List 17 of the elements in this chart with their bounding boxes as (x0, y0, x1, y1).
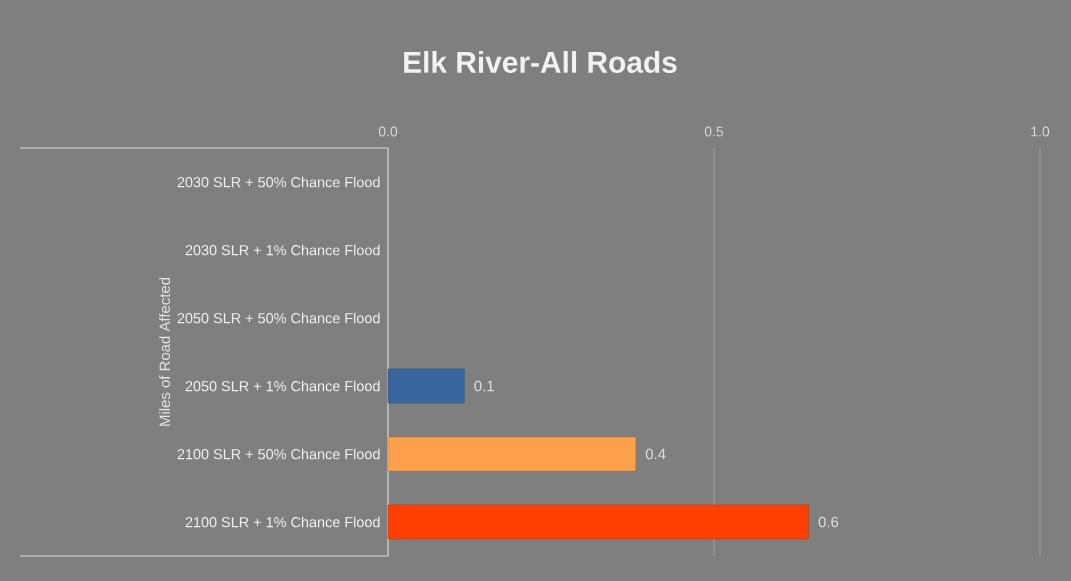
x-tick-label: 0.0 (378, 126, 398, 137)
y-tick-label: 2100 SLR + 1% Chance Flood (185, 516, 380, 528)
data-label: 0.4 (645, 448, 666, 460)
y-tick-label: 2030 SLR + 1% Chance Flood (185, 244, 380, 256)
data-label: 0.6 (818, 516, 839, 528)
x-tick-label: 0.5 (704, 126, 724, 137)
chart-title: Elk River-All Roads (404, 51, 677, 73)
bar (387, 436, 636, 472)
y-tick-label: 2100 SLR + 50% Chance Flood (177, 448, 380, 460)
bar (387, 504, 809, 540)
y-tick-label: 2050 SLR + 50% Chance Flood (177, 312, 380, 324)
y-tick-label: 2050 SLR + 1% Chance Flood (185, 380, 380, 392)
x-tick-label: 1.0 (1031, 126, 1050, 137)
y-axis-title: Miles of Road Affected (159, 277, 171, 426)
y-tick-label: 2030 SLR + 50% Chance Flood (177, 176, 380, 188)
bar (387, 368, 465, 404)
data-label: 0.1 (474, 380, 494, 392)
